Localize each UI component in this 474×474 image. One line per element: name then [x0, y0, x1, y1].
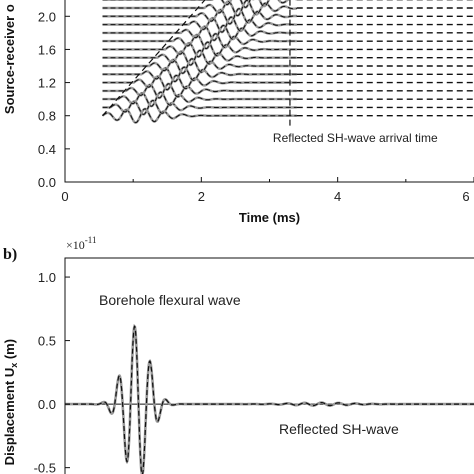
x-tick-label: 4 — [334, 189, 341, 204]
panel-b: b) ×10-11 1.0 0.5 0.0 -0.5 Displacement Ux … — [2, 235, 474, 474]
trace-series-black — [102, 66, 297, 83]
y-tick-label: 1.6 — [38, 42, 56, 57]
y-tick-label: 2.0 — [38, 9, 56, 24]
trace-series-black — [102, 108, 297, 124]
arrival-envelope-line — [102, 0, 206, 117]
trace-series-grey — [102, 7, 297, 26]
waveform-series-black — [65, 325, 474, 474]
trace-series-black — [102, 25, 297, 41]
y-tick-label: 0.4 — [38, 142, 56, 157]
trace-series-black — [102, 58, 297, 74]
exponent-base: ×10 — [66, 238, 85, 252]
y-tick-label: 1.0 — [38, 270, 56, 285]
trace-series-black — [102, 49, 297, 66]
trace-series-black — [102, 41, 297, 58]
trace-series-grey — [102, 82, 297, 100]
exponent-label: ×10-11 — [66, 235, 96, 252]
panel-label: b) — [3, 246, 17, 263]
y-tick-label: 0.5 — [38, 334, 56, 349]
x-axis: 0 2 4 6 — [61, 177, 474, 204]
y-tick-label: 0.0 — [38, 175, 56, 190]
y-axis-title-unit: (m) — [2, 339, 17, 363]
x-tick-label: 0 — [61, 189, 68, 204]
y-axis-title-subscript: x — [9, 363, 19, 368]
y-tick-label: 0.0 — [38, 397, 56, 412]
trace-series-black — [102, 75, 297, 91]
y-axis: 0.00.40.81.21.62.02.4 — [38, 9, 70, 190]
trace-series-black — [102, 33, 297, 50]
trace-series-black — [102, 91, 297, 107]
y-axis: 1.0 0.5 0.0 -0.5 — [34, 270, 70, 474]
annotation-reflected-sh-wave: Reflected SH-wave — [279, 421, 399, 437]
trace-series-black — [102, 16, 297, 33]
trace-series-black — [102, 83, 297, 99]
annotation-reflected-arrival: Reflected SH-wave arrival time — [273, 131, 438, 145]
trace-series-grey — [102, 0, 297, 9]
trace-series-black — [102, 8, 297, 25]
x-axis-title: Time (ms) — [239, 210, 300, 225]
annotation-flexural-wave: Borehole flexural wave — [99, 292, 241, 308]
trace-series-black — [102, 0, 297, 17]
waveform-series-grey — [65, 323, 474, 474]
y-tick-label: 1.2 — [38, 76, 56, 91]
y-axis-title: Displacement Ux (m) — [2, 339, 19, 465]
trace-group — [101, 0, 474, 124]
plot-frame — [64, 257, 474, 474]
y-tick-label: 0.8 — [38, 109, 56, 124]
y-axis-title: Source-receiver o — [2, 4, 17, 114]
y-axis-title-main: Displacement U — [2, 368, 17, 466]
exponent-power: -11 — [85, 235, 97, 245]
trace-series-grey — [102, 91, 297, 108]
x-tick-label: 6 — [462, 189, 469, 204]
x-tick-label: 2 — [198, 189, 205, 204]
y-tick-label: -0.5 — [34, 461, 56, 474]
